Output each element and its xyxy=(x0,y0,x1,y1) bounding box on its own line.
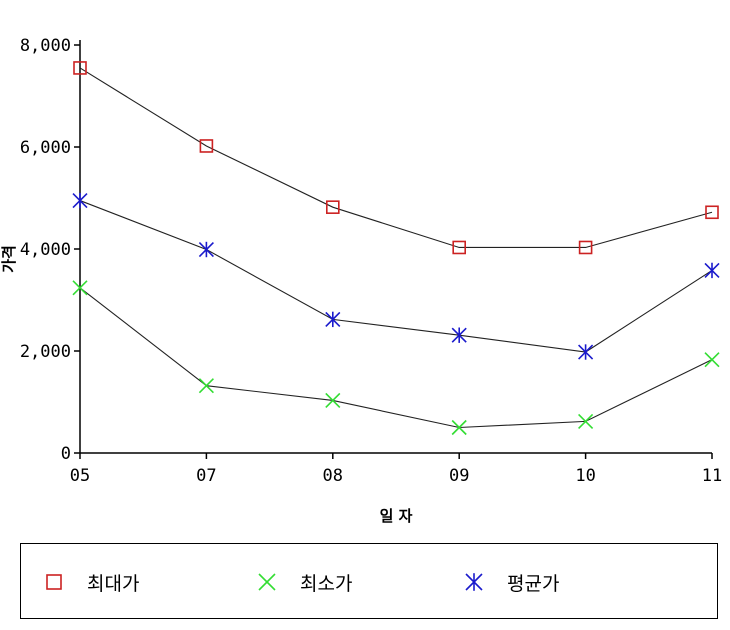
data-point-asterisk xyxy=(578,344,594,360)
x-tick-label: 11 xyxy=(702,466,722,486)
y-tick-label: 2,000 xyxy=(20,342,71,362)
data-point-square xyxy=(73,61,87,75)
x-tick-labels: 05 07 08 09 10 11 xyxy=(70,466,722,486)
legend-item-avg: 평균가 xyxy=(463,544,559,620)
data-point-x xyxy=(451,419,467,436)
asterisk-marker-icon xyxy=(465,573,483,591)
data-point-asterisk xyxy=(198,241,214,258)
data-point-asterisk xyxy=(325,311,341,328)
x-marker-icon xyxy=(258,573,276,591)
x-tick-label: 09 xyxy=(449,466,469,486)
y-tick-label: 0 xyxy=(61,444,71,464)
chart-axes xyxy=(74,40,713,459)
x-tick-label: 08 xyxy=(323,466,343,486)
data-point-square xyxy=(199,139,214,153)
legend-marker-shape xyxy=(465,573,483,591)
y-tick-labels: 0 2,000 4,000 6,000 8,000 xyxy=(20,36,71,464)
data-point-x xyxy=(198,378,214,394)
line-chart: 05 07 08 09 10 11 0 2,000 4,000 6,000 8,000 일 자 가… xyxy=(0,36,722,525)
data-point-asterisk xyxy=(72,192,88,209)
series-lines xyxy=(79,67,713,429)
series-line-2 xyxy=(79,287,713,429)
legend-label-avg: 평균가 xyxy=(507,572,560,595)
x-tick-label: 07 xyxy=(196,466,216,486)
series-markers xyxy=(72,61,720,436)
y-tick-label: 4,000 xyxy=(20,240,71,260)
x-tick-label: 05 xyxy=(70,466,90,486)
legend-marker-shape xyxy=(258,573,276,591)
data-point-square xyxy=(578,240,593,255)
legend-item-min: 최소가 xyxy=(256,544,352,620)
legend-item-max: 최대가 xyxy=(43,544,139,620)
chart-legend: 최대가 최소가 평균가 xyxy=(20,543,718,619)
series-line-1 xyxy=(79,67,713,249)
legend-label-max: 최대가 xyxy=(87,572,140,595)
data-point-square xyxy=(452,240,467,255)
y-tick-label: 8,000 xyxy=(20,36,71,56)
square-marker-icon xyxy=(46,574,62,590)
data-point-x xyxy=(72,280,88,296)
data-point-asterisk xyxy=(704,262,720,279)
series-line-3 xyxy=(79,200,713,353)
data-point-x xyxy=(325,392,341,409)
legend-marker-shape xyxy=(46,574,62,590)
y-tick-label: 6,000 xyxy=(20,138,71,158)
legend-label-min: 최소가 xyxy=(300,572,353,595)
x-tick-label: 10 xyxy=(575,466,595,486)
data-point-x xyxy=(578,413,594,429)
data-point-square xyxy=(705,205,719,220)
data-point-square xyxy=(325,200,340,214)
x-axis-label: 일 자 xyxy=(380,507,413,525)
y-axis-label: 가격 xyxy=(0,245,18,273)
data-point-x xyxy=(704,352,720,368)
data-point-asterisk xyxy=(451,327,467,343)
